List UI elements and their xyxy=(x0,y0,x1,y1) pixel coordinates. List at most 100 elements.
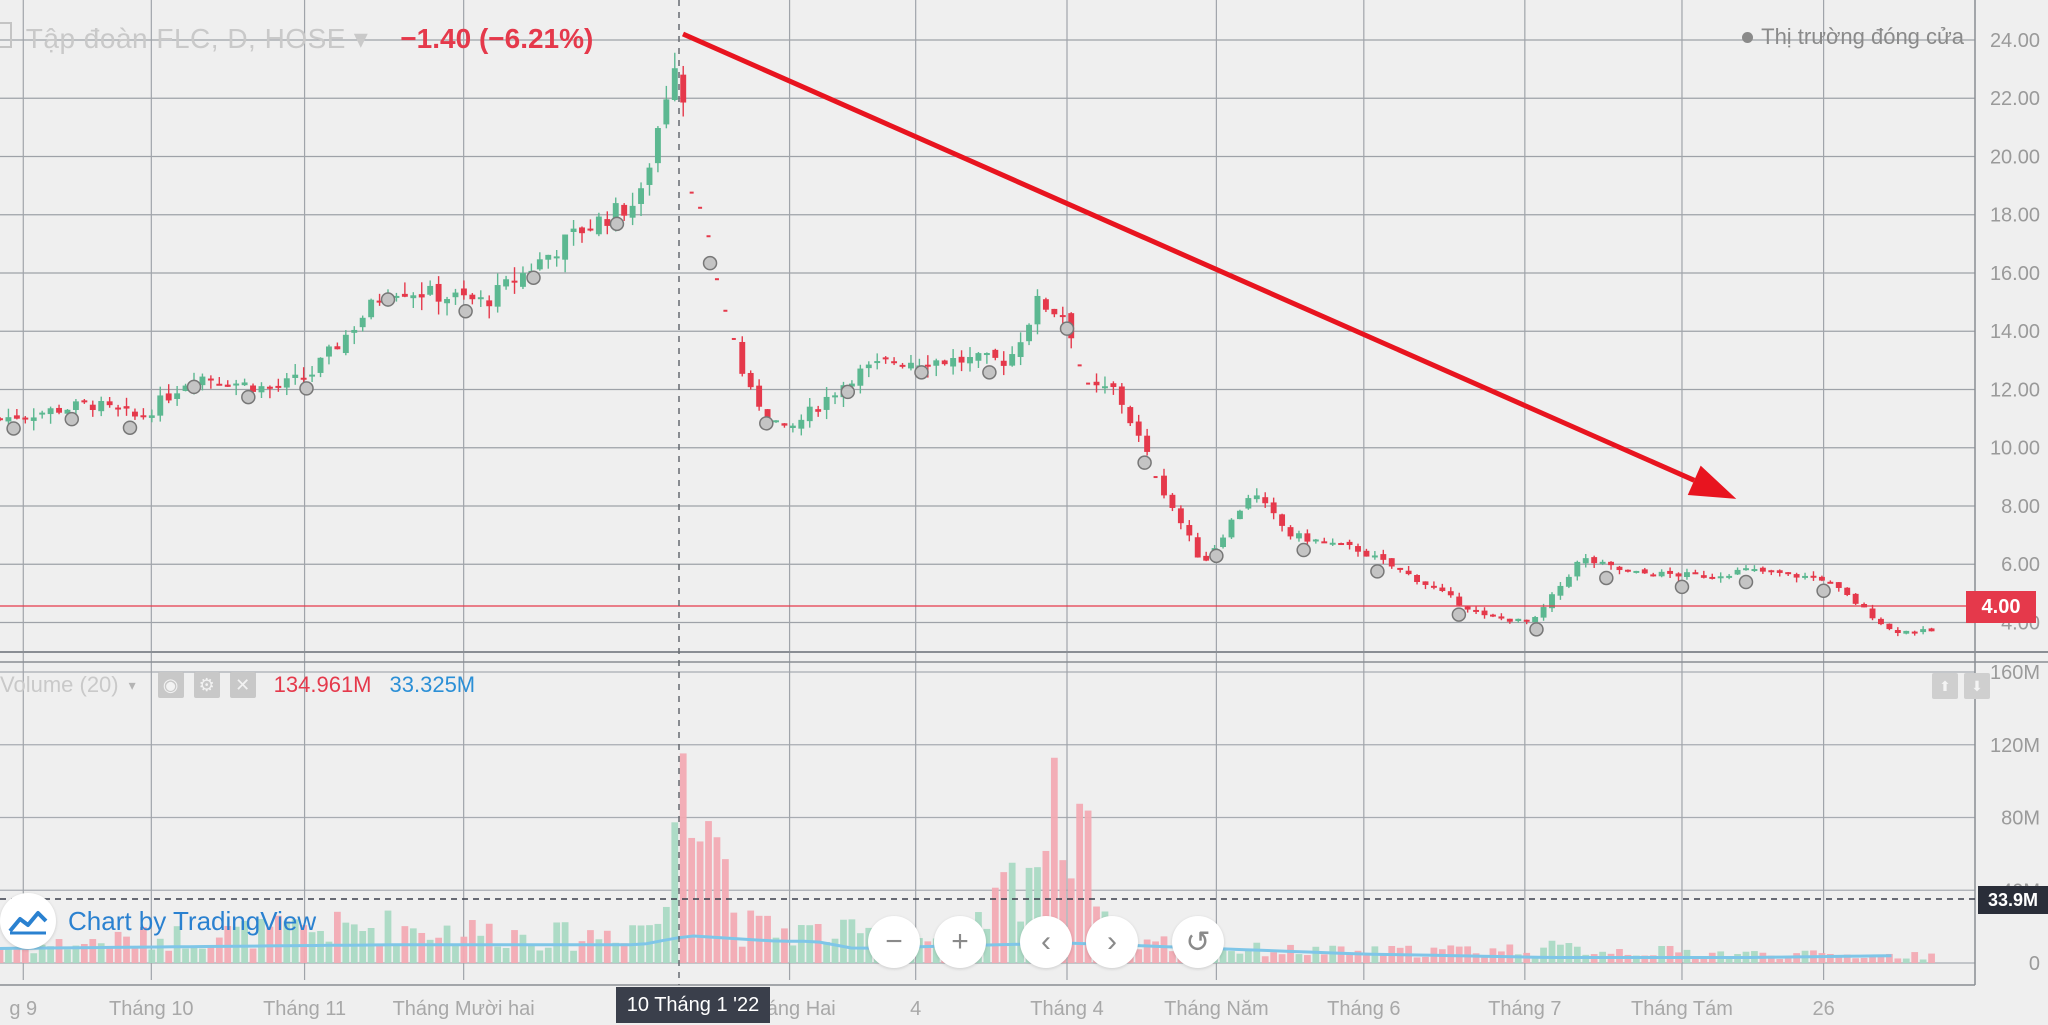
candle-body xyxy=(562,234,569,260)
candle-body xyxy=(410,295,417,299)
event-marker xyxy=(64,411,80,427)
volume-bar xyxy=(1776,958,1784,963)
volume-bar xyxy=(662,906,670,963)
volume-bar xyxy=(300,925,308,963)
volume-bar xyxy=(511,930,518,963)
event-marker xyxy=(1059,321,1075,336)
candle-body xyxy=(1346,541,1353,546)
candle-body xyxy=(595,216,602,235)
candle-body xyxy=(1000,360,1007,366)
candle-body xyxy=(351,329,358,333)
trend-arrow-head xyxy=(1687,465,1737,499)
candle-body xyxy=(1498,616,1505,619)
volume-bar xyxy=(5,949,12,963)
candle-body xyxy=(570,228,577,232)
candle-body xyxy=(1059,315,1066,318)
volume-bar xyxy=(1244,949,1252,963)
volume-bar xyxy=(679,753,687,963)
candle-body xyxy=(148,415,155,418)
volume-bar xyxy=(1143,939,1151,963)
candle-body xyxy=(1253,495,1260,500)
candle-body xyxy=(899,364,906,367)
candle-body xyxy=(39,412,46,415)
move-pane-up-icon[interactable]: ⬆ xyxy=(1932,673,1958,699)
volume-bar xyxy=(1557,944,1564,963)
candle-body xyxy=(89,404,96,411)
volume-bar xyxy=(772,937,780,963)
candle-body xyxy=(1700,575,1707,578)
branding-text[interactable]: Chart by TradingView xyxy=(68,905,317,936)
volume-bar xyxy=(1363,954,1370,963)
price-tick-label: 24.00 xyxy=(1990,30,2040,52)
candle-body xyxy=(452,292,459,298)
candle-body xyxy=(579,227,585,234)
candle-body xyxy=(1582,558,1589,564)
symbol-name[interactable]: Tập đoàn FLC, D, HOSE xyxy=(25,23,346,54)
volume-bar xyxy=(241,920,248,963)
reset-chart-button[interactable]: ↺ xyxy=(1172,916,1224,968)
volume-bar xyxy=(97,943,105,963)
volume-indicator-name[interactable]: Volume (20) xyxy=(0,672,119,697)
volume-bar xyxy=(848,919,856,963)
candle-body xyxy=(1203,555,1210,561)
volume-bar xyxy=(1843,954,1851,963)
candle-body xyxy=(789,425,796,428)
candle-body xyxy=(140,415,147,418)
volume-bar xyxy=(38,944,46,963)
volume-caret-icon[interactable]: ▾ xyxy=(128,676,136,693)
volume-bar xyxy=(418,932,426,963)
candle-body xyxy=(1852,593,1859,604)
candle-body xyxy=(857,368,864,386)
event-marker xyxy=(1370,564,1385,579)
candle-body xyxy=(908,362,914,369)
volume-bar xyxy=(89,939,97,963)
candle-body xyxy=(13,415,20,419)
candle-body xyxy=(1236,510,1243,520)
scroll-right-button[interactable]: › xyxy=(1086,916,1138,968)
move-pane-down-icon[interactable]: ⬇ xyxy=(1964,673,1990,699)
candle-body xyxy=(1599,561,1606,564)
candle-body xyxy=(1287,527,1294,537)
zoom-in-button[interactable]: + xyxy=(934,916,986,968)
volume-bar xyxy=(797,925,805,963)
candle-body xyxy=(1667,570,1674,574)
candle-body xyxy=(1523,619,1530,622)
candle-body xyxy=(1490,614,1496,617)
volume-bar xyxy=(359,931,367,963)
tradingview-branding[interactable]: Chart by TradingView xyxy=(0,893,316,949)
volume-bar xyxy=(528,943,535,963)
volume-bar xyxy=(924,941,932,963)
event-marker xyxy=(526,270,541,285)
gear-icon[interactable]: ⚙ xyxy=(193,672,220,698)
volume-bar xyxy=(1852,958,1860,963)
candle-body xyxy=(309,374,316,377)
volume-bar xyxy=(1565,943,1573,963)
candle-body xyxy=(359,317,366,328)
close-icon[interactable]: ✕ xyxy=(229,672,256,698)
candle-body xyxy=(241,382,248,386)
zoom-out-button[interactable]: − xyxy=(868,916,920,968)
volume-bar xyxy=(991,887,999,963)
tradingview-logo-icon[interactable] xyxy=(0,893,56,949)
scroll-left-button[interactable]: ‹ xyxy=(1020,916,1072,968)
candle-body xyxy=(1051,308,1058,315)
candle-body xyxy=(368,299,375,318)
event-marker xyxy=(914,365,929,380)
volume-tick-label: 0 xyxy=(2029,953,2040,975)
eye-icon[interactable]: ◉ xyxy=(157,672,184,698)
candle-body xyxy=(1439,587,1446,591)
symbol-caret-icon[interactable]: ▾ xyxy=(353,23,369,54)
candle-body xyxy=(174,393,181,399)
event-marker xyxy=(1816,583,1831,599)
candle-body xyxy=(115,407,122,410)
volume-bar xyxy=(570,950,577,963)
candle-body xyxy=(967,357,973,364)
candle-body xyxy=(587,228,594,231)
event-marker xyxy=(1137,455,1152,470)
candle-body xyxy=(1684,572,1690,578)
candle-body xyxy=(1371,555,1378,558)
volume-bar xyxy=(1514,954,1522,963)
volume-bar xyxy=(1725,956,1733,963)
candle-body xyxy=(1169,494,1176,508)
